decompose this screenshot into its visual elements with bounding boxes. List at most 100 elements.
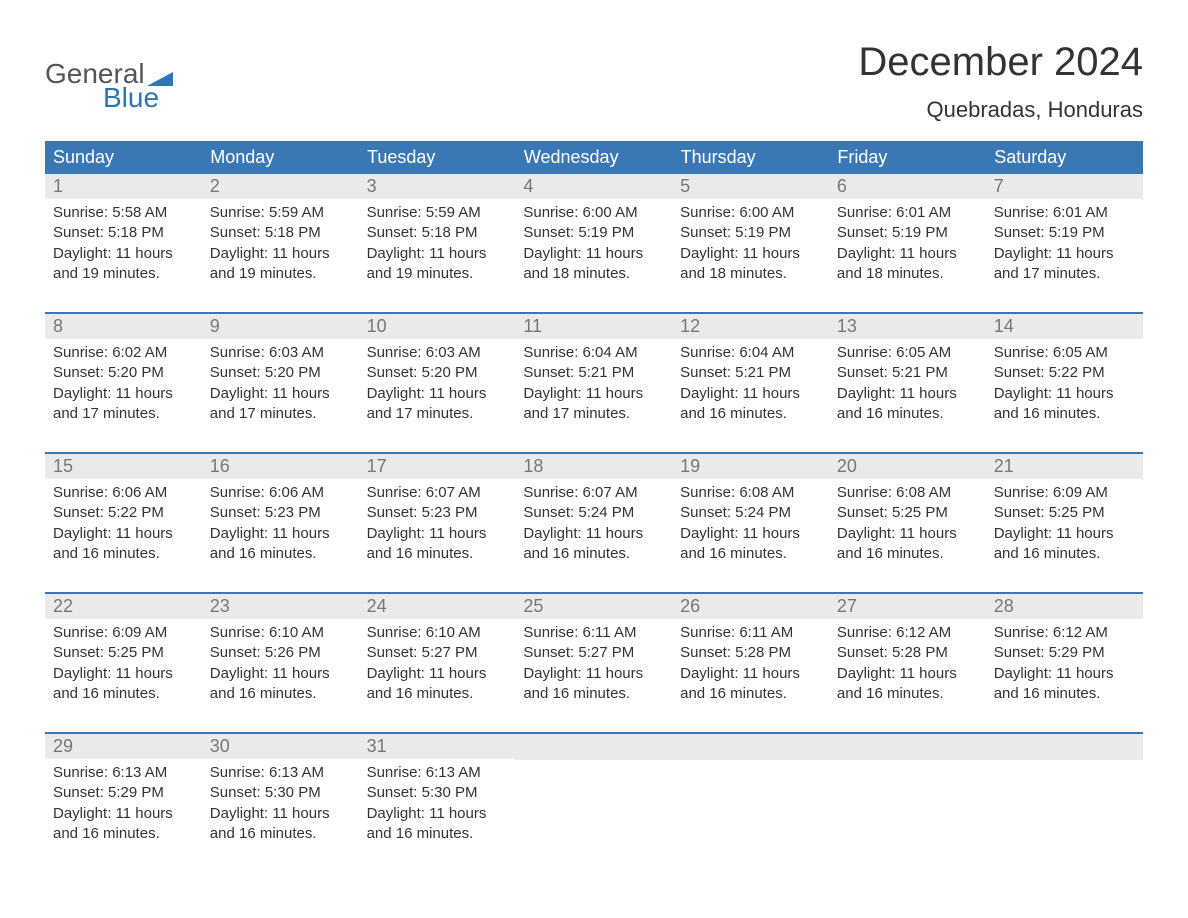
calendar-day-cell: 4Sunrise: 6:00 AMSunset: 5:19 PMDaylight… — [515, 174, 672, 313]
day-number: 19 — [672, 454, 829, 479]
sunset-label: Sunset: — [367, 224, 418, 241]
sunset-label: Sunset: — [367, 504, 418, 521]
daylight-line-1: Daylight: 11 hours — [367, 524, 508, 544]
sunrise-line: Sunrise: 6:00 AM — [680, 203, 821, 223]
daylight-line-2: and 19 minutes. — [53, 264, 194, 284]
daylight-line-1: Daylight: 11 hours — [994, 244, 1135, 264]
day-number: 29 — [45, 734, 202, 759]
daylight-label: Daylight: — [523, 665, 581, 682]
daylight-value-1: 11 hours — [743, 665, 800, 682]
daylight-line-1: Daylight: 11 hours — [837, 384, 978, 404]
calendar-day-cell: 27Sunrise: 6:12 AMSunset: 5:28 PMDayligh… — [829, 593, 986, 733]
day-details: Sunrise: 6:12 AMSunset: 5:28 PMDaylight:… — [829, 619, 986, 704]
daylight-value-1: 11 hours — [899, 525, 956, 542]
daylight-label: Daylight: — [210, 385, 268, 402]
daylight-line-2: and 19 minutes. — [210, 264, 351, 284]
sunrise-value: 6:03 AM — [269, 344, 324, 361]
sunrise-label: Sunrise: — [523, 204, 578, 221]
day-number: 31 — [359, 734, 516, 759]
sunrise-line: Sunrise: 6:09 AM — [994, 483, 1135, 503]
day-number-bar — [829, 734, 986, 760]
day-number: 10 — [359, 314, 516, 339]
daylight-line-2: and 16 minutes. — [680, 404, 821, 424]
daylight-value-1: 11 hours — [429, 805, 486, 822]
daylight-line-2: and 16 minutes. — [994, 544, 1135, 564]
calendar-day-cell: 29Sunrise: 6:13 AMSunset: 5:29 PMDayligh… — [45, 733, 202, 872]
day-details: Sunrise: 6:10 AMSunset: 5:27 PMDaylight:… — [359, 619, 516, 704]
sunset-value: 5:30 PM — [265, 784, 321, 801]
daylight-line-2: and 16 minutes. — [680, 684, 821, 704]
sunrise-label: Sunrise: — [680, 204, 735, 221]
daylight-line-2: and 16 minutes. — [367, 824, 508, 844]
sunrise-value: 6:04 AM — [583, 344, 638, 361]
sunset-value: 5:28 PM — [735, 644, 791, 661]
daylight-line-2: and 16 minutes. — [680, 544, 821, 564]
sunrise-line: Sunrise: 6:12 AM — [837, 623, 978, 643]
daylight-line-1: Daylight: 11 hours — [680, 524, 821, 544]
sunset-label: Sunset: — [367, 364, 418, 381]
sunrise-line: Sunrise: 6:13 AM — [367, 763, 508, 783]
day-number: 4 — [515, 174, 672, 199]
sunset-value: 5:18 PM — [422, 224, 478, 241]
sunset-value: 5:27 PM — [578, 644, 634, 661]
daylight-label: Daylight: — [837, 665, 895, 682]
weekday-header: Monday — [202, 141, 359, 174]
sunset-line: Sunset: 5:28 PM — [680, 643, 821, 663]
brand-part2: Blue — [103, 82, 173, 114]
calendar-day-cell: 28Sunrise: 6:12 AMSunset: 5:29 PMDayligh… — [986, 593, 1143, 733]
sunrise-line: Sunrise: 6:05 AM — [994, 343, 1135, 363]
sunset-label: Sunset: — [367, 644, 418, 661]
sunrise-line: Sunrise: 6:04 AM — [523, 343, 664, 363]
daylight-line-2: and 16 minutes. — [994, 684, 1135, 704]
sunset-value: 5:25 PM — [108, 644, 164, 661]
daylight-line-2: and 17 minutes. — [53, 404, 194, 424]
daylight-value-1: 11 hours — [429, 245, 486, 262]
daylight-line-2: and 16 minutes. — [210, 824, 351, 844]
weekday-header: Thursday — [672, 141, 829, 174]
day-number: 16 — [202, 454, 359, 479]
daylight-line-1: Daylight: 11 hours — [994, 664, 1135, 684]
sunrise-label: Sunrise: — [994, 484, 1049, 501]
day-number: 3 — [359, 174, 516, 199]
daylight-label: Daylight: — [367, 665, 425, 682]
day-number: 25 — [515, 594, 672, 619]
daylight-line-1: Daylight: 11 hours — [53, 664, 194, 684]
calendar-day-cell: 12Sunrise: 6:04 AMSunset: 5:21 PMDayligh… — [672, 313, 829, 453]
sunrise-value: 6:00 AM — [583, 204, 638, 221]
weekday-header: Tuesday — [359, 141, 516, 174]
weekday-header: Friday — [829, 141, 986, 174]
day-details: Sunrise: 6:13 AMSunset: 5:30 PMDaylight:… — [202, 759, 359, 844]
day-number: 28 — [986, 594, 1143, 619]
sunrise-line: Sunrise: 5:59 AM — [367, 203, 508, 223]
sunrise-line: Sunrise: 6:01 AM — [994, 203, 1135, 223]
sunrise-label: Sunrise: — [523, 484, 578, 501]
daylight-label: Daylight: — [837, 245, 895, 262]
day-number: 9 — [202, 314, 359, 339]
sunrise-label: Sunrise: — [680, 344, 735, 361]
daylight-line-2: and 16 minutes. — [53, 684, 194, 704]
daylight-line-1: Daylight: 11 hours — [367, 244, 508, 264]
daylight-line-1: Daylight: 11 hours — [210, 384, 351, 404]
daylight-line-1: Daylight: 11 hours — [53, 244, 194, 264]
sunrise-line: Sunrise: 6:02 AM — [53, 343, 194, 363]
daylight-value-1: 11 hours — [586, 385, 643, 402]
daylight-line-2: and 18 minutes. — [523, 264, 664, 284]
day-details: Sunrise: 5:59 AMSunset: 5:18 PM Daylight:… — [359, 199, 516, 284]
sunset-label: Sunset: — [837, 644, 888, 661]
daylight-label: Daylight: — [680, 385, 738, 402]
sunrise-value: 6:10 AM — [426, 624, 481, 641]
daylight-line-1: Daylight: 11 hours — [53, 384, 194, 404]
daylight-value-1: 11 hours — [116, 385, 173, 402]
daylight-value-1: 11 hours — [429, 525, 486, 542]
daylight-line-1: Daylight: 11 hours — [837, 244, 978, 264]
sunset-line: Sunset: 5:21 PM — [837, 363, 978, 383]
calendar-day-cell: 9Sunrise: 6:03 AMSunset: 5:20 PMDaylight… — [202, 313, 359, 453]
sunset-value: 5:26 PM — [265, 644, 321, 661]
sunset-value: 5:18 PM — [108, 224, 164, 241]
sunset-line: Sunset: 5:20 PM — [53, 363, 194, 383]
day-details: Sunrise: 6:06 AMSunset: 5:22 PMDaylight:… — [45, 479, 202, 564]
daylight-value-1: 11 hours — [743, 525, 800, 542]
daylight-line-1: Daylight: 11 hours — [680, 244, 821, 264]
day-number: 23 — [202, 594, 359, 619]
day-number: 18 — [515, 454, 672, 479]
